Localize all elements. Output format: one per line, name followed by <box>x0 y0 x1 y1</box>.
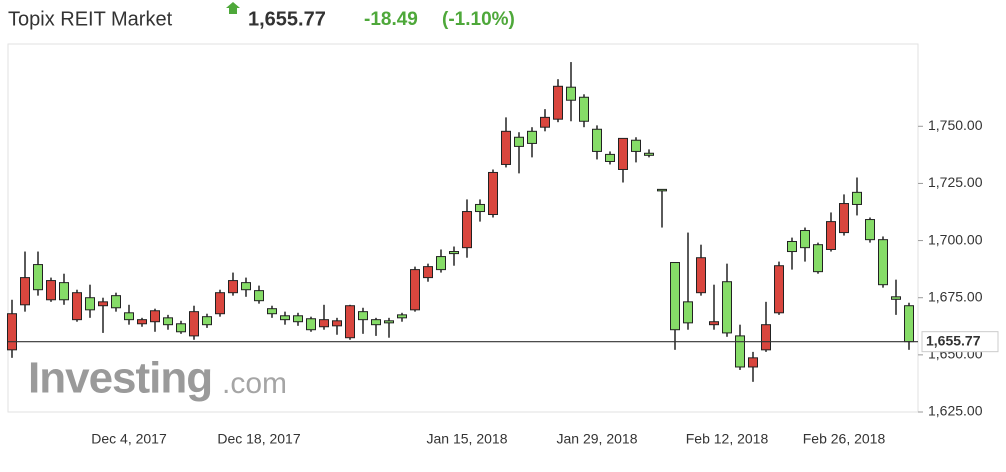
candle-body <box>410 269 420 311</box>
candle-body <box>826 221 836 250</box>
candle-body <box>644 152 654 156</box>
candle-body <box>72 292 82 321</box>
candle-body <box>553 85 563 120</box>
candle-body <box>605 153 615 162</box>
candle-body <box>7 313 17 351</box>
candle-body <box>683 301 693 324</box>
candle-body <box>748 357 758 368</box>
candle-body <box>566 86 576 101</box>
candle-body <box>98 301 108 307</box>
candle-body <box>254 290 264 302</box>
candle-body <box>332 320 342 327</box>
y-tick-label: 1,700.00 <box>928 231 983 247</box>
header-change-pct: (-1.10%) <box>442 9 515 30</box>
x-tick-label: Feb 12, 2018 <box>686 431 769 447</box>
candle-body <box>514 136 524 147</box>
header-price: 1,655.77 <box>248 8 326 30</box>
y-tick-label: 1,750.00 <box>928 117 983 133</box>
candle-body <box>163 317 173 326</box>
candle-body <box>527 130 537 144</box>
candle-body <box>774 265 784 314</box>
candle-body <box>176 323 186 333</box>
candle-body <box>709 321 719 326</box>
candle-body <box>423 266 433 279</box>
candle-body <box>189 311 199 337</box>
candle-body <box>397 314 407 319</box>
candle-body <box>579 96 589 122</box>
x-tick-label: Jan 15, 2018 <box>427 431 508 447</box>
candle-body <box>46 280 56 301</box>
candle-body <box>761 324 771 351</box>
candle-body <box>124 312 134 321</box>
candle-body <box>631 139 641 152</box>
candle-body <box>293 315 303 323</box>
candle-body <box>878 239 888 286</box>
candle-body <box>150 310 160 323</box>
candle-body <box>306 318 316 331</box>
candle-body <box>215 292 225 315</box>
watermark-suffix: .com <box>222 367 287 400</box>
candle-body <box>345 305 355 339</box>
candle-body <box>358 311 368 321</box>
candle-body <box>137 319 147 325</box>
price-label-box <box>921 331 999 353</box>
candle-body <box>865 219 875 241</box>
candle-body <box>241 282 251 291</box>
x-tick-label: Dec 4, 2017 <box>91 431 167 447</box>
candle-body <box>592 128 602 152</box>
plot-frame <box>7 43 919 413</box>
candle-body <box>540 116 550 128</box>
watermark-brand: Investing <box>28 354 212 403</box>
candle-body <box>384 320 394 324</box>
candle-body <box>657 188 667 192</box>
x-tick-label: Jan 29, 2018 <box>557 431 638 447</box>
candle-body <box>280 315 290 321</box>
candle-body <box>891 296 901 300</box>
candle-body <box>436 256 446 271</box>
candle-body <box>319 319 329 328</box>
header-change: -18.49 <box>364 9 418 30</box>
x-tick-label: Dec 18, 2017 <box>217 431 300 447</box>
candle-body <box>488 171 498 216</box>
candle-body <box>813 244 823 273</box>
candle-body <box>475 203 485 213</box>
x-tick-label: Feb 26, 2018 <box>803 431 886 447</box>
candle-body <box>20 277 30 306</box>
candle-body <box>618 137 628 170</box>
trend-arrow <box>226 2 240 14</box>
candle-body <box>111 295 121 309</box>
candle-body <box>85 297 95 311</box>
candle-body <box>267 308 277 315</box>
y-tick-label: 1,675.00 <box>928 288 983 304</box>
candle-body <box>501 130 511 165</box>
candle-body <box>462 211 472 249</box>
candle-body <box>371 319 381 326</box>
candle-body <box>202 316 212 326</box>
candle-body <box>904 305 914 343</box>
candle-body <box>839 203 849 234</box>
candle-body <box>670 262 680 331</box>
candle-body <box>735 335 745 368</box>
candle-body <box>696 257 706 294</box>
price-label: 1,655.77 <box>926 332 981 348</box>
candle-body <box>722 281 732 334</box>
candle-body <box>800 230 810 249</box>
candle-body <box>787 240 797 253</box>
candle-body <box>33 264 43 291</box>
chart-title: Topix REIT Market <box>8 8 173 30</box>
y-tick-label: 1,625.00 <box>928 403 983 419</box>
candle-body <box>59 282 69 301</box>
candle-body <box>449 251 459 255</box>
candle-body <box>852 191 862 205</box>
candle-body <box>228 280 238 294</box>
y-tick-label: 1,725.00 <box>928 174 983 190</box>
